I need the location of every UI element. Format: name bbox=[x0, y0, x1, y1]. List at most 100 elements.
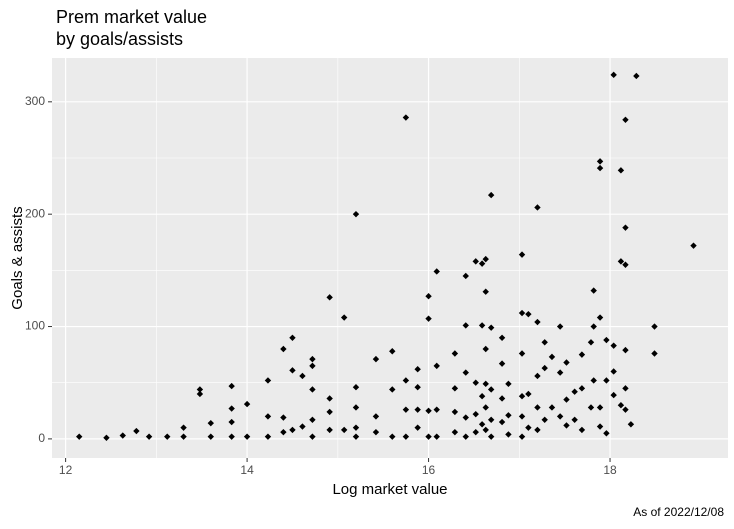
point bbox=[103, 434, 110, 441]
point bbox=[617, 258, 625, 265]
point bbox=[472, 379, 479, 386]
point bbox=[425, 407, 432, 415]
point bbox=[451, 385, 459, 392]
point bbox=[462, 369, 469, 376]
point bbox=[563, 422, 570, 429]
point bbox=[498, 395, 506, 402]
point bbox=[433, 362, 440, 370]
point bbox=[487, 433, 495, 440]
point bbox=[207, 433, 214, 440]
point bbox=[309, 386, 316, 393]
point bbox=[587, 339, 595, 346]
y-tick-label: 300 bbox=[25, 94, 45, 108]
point bbox=[498, 418, 506, 426]
y-tick-label: 100 bbox=[25, 319, 45, 333]
point bbox=[462, 322, 469, 329]
point bbox=[352, 433, 360, 440]
x-tick-label: 14 bbox=[240, 463, 254, 477]
point bbox=[633, 72, 640, 80]
point bbox=[596, 423, 604, 430]
point bbox=[352, 404, 360, 411]
x-axis-label: Log market value bbox=[332, 481, 447, 498]
point bbox=[563, 396, 570, 403]
point bbox=[289, 367, 296, 374]
point bbox=[402, 114, 410, 121]
point bbox=[505, 412, 512, 419]
point bbox=[372, 413, 380, 420]
point bbox=[462, 272, 469, 280]
point bbox=[326, 408, 333, 416]
point bbox=[596, 158, 604, 165]
point bbox=[196, 386, 204, 393]
point bbox=[556, 413, 564, 420]
point bbox=[414, 406, 421, 413]
point bbox=[525, 310, 532, 318]
point bbox=[326, 426, 333, 434]
point bbox=[578, 385, 586, 392]
point bbox=[610, 368, 617, 375]
point bbox=[352, 424, 360, 431]
point bbox=[651, 350, 658, 357]
point bbox=[541, 364, 548, 372]
point bbox=[119, 432, 126, 439]
point bbox=[518, 413, 526, 420]
point bbox=[487, 416, 495, 423]
point bbox=[518, 251, 526, 258]
point bbox=[180, 424, 187, 431]
point bbox=[482, 345, 489, 353]
point bbox=[425, 315, 432, 322]
point bbox=[433, 268, 440, 275]
point bbox=[289, 334, 296, 341]
point bbox=[414, 384, 421, 391]
point bbox=[587, 404, 595, 411]
point bbox=[518, 393, 526, 400]
point bbox=[228, 382, 235, 390]
y-tick-label: 0 bbox=[38, 431, 45, 445]
point bbox=[299, 372, 306, 380]
point bbox=[622, 406, 629, 413]
point bbox=[578, 426, 586, 434]
chart-title: by goals/assists bbox=[56, 29, 183, 49]
point bbox=[548, 404, 556, 411]
point bbox=[534, 404, 541, 411]
point bbox=[534, 372, 541, 380]
point bbox=[207, 419, 214, 427]
point bbox=[402, 377, 410, 384]
point bbox=[487, 324, 495, 331]
point bbox=[402, 406, 410, 413]
point bbox=[264, 413, 272, 420]
point bbox=[622, 385, 629, 392]
panel-background bbox=[52, 58, 728, 458]
point bbox=[425, 293, 432, 300]
x-tick-label: 18 bbox=[603, 463, 617, 477]
point bbox=[425, 433, 432, 440]
point bbox=[617, 401, 625, 409]
point bbox=[622, 116, 629, 123]
x-tick-label: 12 bbox=[59, 463, 73, 477]
point bbox=[482, 426, 489, 434]
point bbox=[462, 433, 469, 440]
point bbox=[289, 426, 296, 434]
point bbox=[505, 431, 512, 438]
point bbox=[309, 433, 316, 440]
point bbox=[389, 433, 396, 440]
point bbox=[548, 353, 556, 361]
point bbox=[518, 309, 526, 317]
point bbox=[451, 350, 459, 357]
point bbox=[534, 426, 541, 434]
point bbox=[525, 390, 532, 398]
point bbox=[228, 433, 235, 440]
point bbox=[596, 164, 604, 172]
point bbox=[264, 377, 272, 384]
point bbox=[482, 404, 489, 411]
point bbox=[487, 386, 495, 393]
point bbox=[627, 421, 635, 428]
point bbox=[433, 433, 440, 440]
point bbox=[180, 433, 187, 440]
point bbox=[534, 204, 541, 211]
point bbox=[590, 323, 597, 330]
point bbox=[389, 386, 396, 393]
point bbox=[462, 414, 469, 421]
point bbox=[610, 391, 617, 399]
point bbox=[340, 314, 348, 321]
